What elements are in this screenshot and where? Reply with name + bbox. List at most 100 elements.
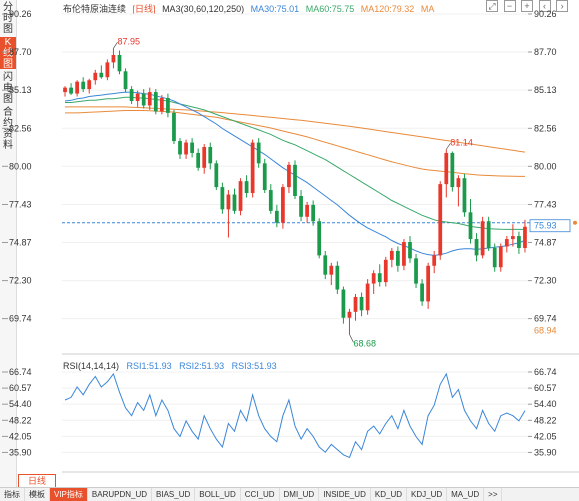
candle-body (208, 147, 213, 164)
rsi-tick-label-left: 60.57 (9, 383, 32, 393)
indicator-tab[interactable]: KD_UD (371, 488, 407, 501)
rsi-line (64, 372, 526, 459)
sidebar-tab-timeshare[interactable]: 分时图 (3, 2, 13, 35)
candle-body (341, 289, 346, 318)
indicator-tab[interactable]: >> (484, 488, 503, 501)
marker-pointer (349, 334, 354, 343)
candle-body (359, 296, 364, 311)
candle-body (172, 112, 176, 142)
rsi-tick-label-right: 54.40 (534, 399, 557, 409)
rsi3-value: RSI3:51.93 (231, 361, 277, 371)
price-tick-label-left: 74.87 (9, 237, 32, 247)
scroll-left-icon[interactable]: ‹ (538, 0, 551, 12)
period-button[interactable]: 日线 (18, 474, 56, 488)
candle-body (123, 71, 128, 90)
price-tick-label-right: 72.30 (534, 276, 557, 286)
candle-body (87, 80, 92, 90)
candle-body (438, 184, 443, 256)
indicator-tab[interactable]: INSIDE_UD (319, 488, 371, 501)
candle-body (492, 247, 497, 268)
candle-body (159, 98, 164, 112)
indicator-tab[interactable]: BARUPDN_UD (88, 488, 153, 501)
sidebar: 分时图 K线图 闪电图 合约资料 (0, 0, 17, 487)
candle-body (480, 221, 485, 256)
ma60-value: MA60:75.75 (305, 4, 355, 14)
indicator-tab[interactable]: DMI_UD (280, 488, 320, 501)
candle-body (396, 250, 400, 266)
price-tick-label-right: 90.26 (534, 9, 557, 19)
candle-body (414, 258, 418, 284)
period-label[interactable]: [日线] (132, 4, 156, 14)
price-tick-label-left: 77.43 (9, 199, 32, 209)
candle-body (456, 178, 461, 188)
ma30-value: MA30:75.01 (250, 4, 300, 14)
expand-icon[interactable]: ⤢ (486, 0, 498, 12)
indicator-tab[interactable]: 指标 (0, 488, 25, 501)
candle-body (256, 142, 261, 164)
indicator-tab[interactable]: 模板 (25, 488, 50, 501)
price-tick-label-left: 85.13 (9, 85, 32, 95)
zoom-out-icon[interactable]: − (503, 0, 516, 12)
candle-body (420, 283, 424, 302)
price-tick-label-right: 80.00 (534, 161, 557, 171)
candle-body (178, 141, 182, 155)
zoom-in-icon[interactable]: + (521, 0, 534, 12)
indicator-tab[interactable]: VIP指标 (50, 488, 88, 501)
candle-body (184, 142, 188, 155)
candle-body (141, 93, 146, 106)
rsi1-value: RSI1:51.93 (126, 361, 172, 371)
candle-body (238, 181, 243, 211)
ma120-line (65, 110, 525, 177)
candle-body (311, 204, 316, 222)
candle-body (244, 181, 249, 194)
candle-body (329, 265, 334, 275)
chart-tools: ⤢ − + ‹ › (486, 0, 571, 14)
indicator-tab[interactable]: MA_UD (447, 488, 485, 501)
candle-body (274, 210, 279, 223)
candle-body (196, 152, 201, 168)
candle-body (81, 81, 86, 90)
candle-body (214, 163, 219, 188)
candle-body (432, 255, 437, 266)
candle-body (523, 226, 527, 248)
sidebar-tab-flash[interactable]: 闪电图 (3, 72, 13, 105)
ma250-line (65, 106, 526, 153)
candle-body (353, 296, 358, 312)
scroll-right-icon[interactable]: › (556, 0, 569, 12)
candle-body (226, 194, 231, 210)
candle-body (408, 242, 412, 259)
ma60-line (65, 96, 525, 230)
candle-body (135, 93, 140, 101)
price-tick-label-right: 85.13 (534, 85, 557, 95)
candle-body (147, 92, 152, 106)
indicator-tab[interactable]: BIAS_UD (152, 488, 196, 501)
candle-body (299, 196, 303, 217)
price-tick-label-right: 77.43 (534, 199, 557, 209)
candle-body (365, 283, 370, 311)
sidebar-tab-contract-info[interactable]: 合约资料 (3, 107, 13, 151)
ma120-value: MA120:79.32 (360, 4, 415, 14)
rsi-label: RSI(14,14,14) (63, 361, 120, 371)
current-price-box (529, 219, 571, 233)
price-tick-label-left: 82.56 (9, 123, 32, 133)
indicator-tab[interactable]: KDJ_UD (407, 488, 448, 501)
rsi-tick-label-left: 54.40 (9, 399, 32, 409)
price-tick-label-left: 87.70 (9, 47, 32, 57)
sidebar-tab-kline[interactable]: K线图 (0, 37, 16, 70)
price-tick-label-right: 82.56 (534, 123, 557, 133)
candle-body (281, 187, 285, 223)
kline-chart[interactable]: 90.26 90.26 87.70 87.70 85.13 85.13 82.56 82.56… (0, 0, 579, 474)
rsi-tick-label-right: 48.22 (534, 415, 557, 425)
indicator-tab[interactable]: CCI_UD (241, 488, 280, 501)
candle-body (347, 311, 352, 318)
candle-body (468, 212, 473, 240)
candle-body (293, 164, 297, 197)
indicator-tab[interactable]: BOLL_UD (195, 488, 241, 501)
candle-body (486, 221, 491, 248)
instrument-title: 布伦特原油连续 (63, 4, 127, 14)
candle-body (444, 152, 449, 185)
high-price-marker: 87.95 (117, 36, 140, 46)
candle-body (129, 89, 134, 101)
rsi-tick-label-left: 35.90 (9, 447, 32, 457)
candle-body (99, 72, 104, 78)
